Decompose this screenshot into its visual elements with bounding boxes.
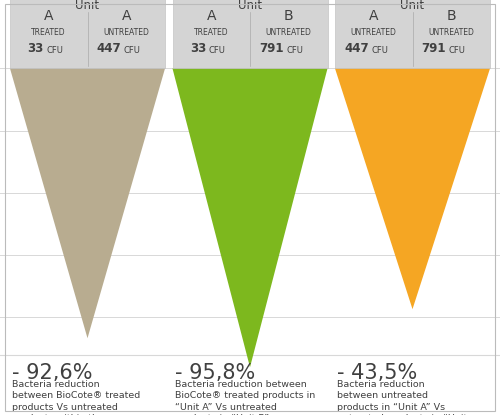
Text: 791: 791 bbox=[422, 42, 446, 56]
Text: - 92,6%: - 92,6% bbox=[12, 363, 93, 383]
Text: A: A bbox=[44, 10, 54, 23]
Bar bbox=[335, 0, 490, 68]
Bar bbox=[10, 0, 165, 68]
Text: 33: 33 bbox=[190, 42, 206, 56]
Text: CFU: CFU bbox=[46, 46, 63, 56]
Text: 447: 447 bbox=[344, 42, 368, 56]
Text: UNTREATED: UNTREATED bbox=[104, 28, 149, 37]
Text: Unit: Unit bbox=[238, 0, 262, 12]
Text: 447: 447 bbox=[96, 42, 121, 56]
Text: CFU: CFU bbox=[286, 46, 303, 56]
Text: A: A bbox=[369, 10, 378, 23]
Text: Unit: Unit bbox=[400, 0, 424, 12]
Text: CFU: CFU bbox=[209, 46, 226, 56]
Text: CFU: CFU bbox=[449, 46, 466, 56]
Text: UNTREATED: UNTREATED bbox=[428, 28, 474, 37]
Text: TREATED: TREATED bbox=[194, 28, 228, 37]
Text: B: B bbox=[284, 10, 294, 23]
Text: - 43,5%: - 43,5% bbox=[338, 363, 417, 383]
Text: Unit: Unit bbox=[76, 0, 100, 12]
Text: Bacteria reduction
between BioCote® treated
products Vs untreated
products withi: Bacteria reduction between BioCote® trea… bbox=[12, 380, 141, 415]
Text: CFU: CFU bbox=[371, 46, 388, 56]
Polygon shape bbox=[172, 68, 328, 367]
Text: CFU: CFU bbox=[124, 46, 140, 56]
Text: UNTREATED: UNTREATED bbox=[266, 28, 312, 37]
Text: A: A bbox=[122, 10, 131, 23]
Text: 33: 33 bbox=[28, 42, 44, 56]
Text: 791: 791 bbox=[259, 42, 284, 56]
Text: A: A bbox=[206, 10, 216, 23]
Text: B: B bbox=[446, 10, 456, 23]
Polygon shape bbox=[10, 68, 165, 338]
Text: TREATED: TREATED bbox=[32, 28, 66, 37]
Text: Bacteria reduction between
BioCote® treated products in
“Unit A” Vs untreated
pr: Bacteria reduction between BioCote® trea… bbox=[175, 380, 316, 415]
Polygon shape bbox=[335, 68, 490, 309]
Text: UNTREATED: UNTREATED bbox=[351, 28, 397, 37]
Bar bbox=[172, 0, 328, 68]
Text: - 95,8%: - 95,8% bbox=[175, 363, 256, 383]
Text: Bacteria reduction
between untreated
products in “Unit A” Vs
untreated products : Bacteria reduction between untreated pro… bbox=[338, 380, 468, 415]
